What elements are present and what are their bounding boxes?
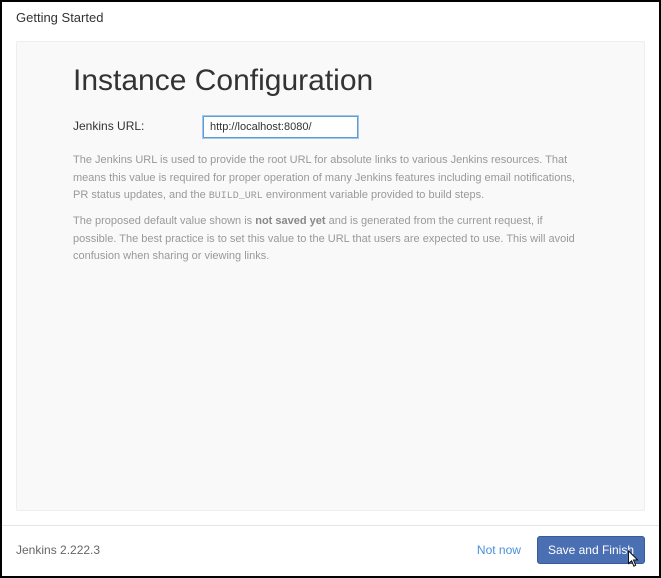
jenkins-version: Jenkins 2.222.3 <box>16 543 469 557</box>
help-text-1: The Jenkins URL is used to provide the r… <box>73 152 588 205</box>
wizard-header-title: Getting Started <box>16 10 103 25</box>
not-now-button[interactable]: Not now <box>469 537 529 563</box>
content-panel: Instance Configuration Jenkins URL: The … <box>16 41 645 511</box>
help-text-1-post: environment variable provided to build s… <box>263 189 484 201</box>
help-text-2: The proposed default value shown is not … <box>73 213 588 266</box>
help-text-2-pre: The proposed default value shown is <box>73 215 255 227</box>
help-text-1-code: BUILD_URL <box>209 191 263 202</box>
save-and-finish-button[interactable]: Save and Finish <box>537 536 645 564</box>
wizard-header: Getting Started <box>2 2 659 31</box>
jenkins-url-row: Jenkins URL: <box>73 116 588 138</box>
main-content: Instance Configuration Jenkins URL: The … <box>2 31 659 525</box>
save-and-finish-label: Save and Finish <box>548 543 634 557</box>
help-text-2-bold: not saved yet <box>255 215 325 227</box>
jenkins-url-label: Jenkins URL: <box>73 119 203 133</box>
jenkins-url-input[interactable] <box>203 116 358 138</box>
page-title: Instance Configuration <box>73 64 588 98</box>
wizard-footer: Jenkins 2.222.3 Not now Save and Finish <box>2 525 659 576</box>
footer-actions: Not now Save and Finish <box>469 536 645 564</box>
